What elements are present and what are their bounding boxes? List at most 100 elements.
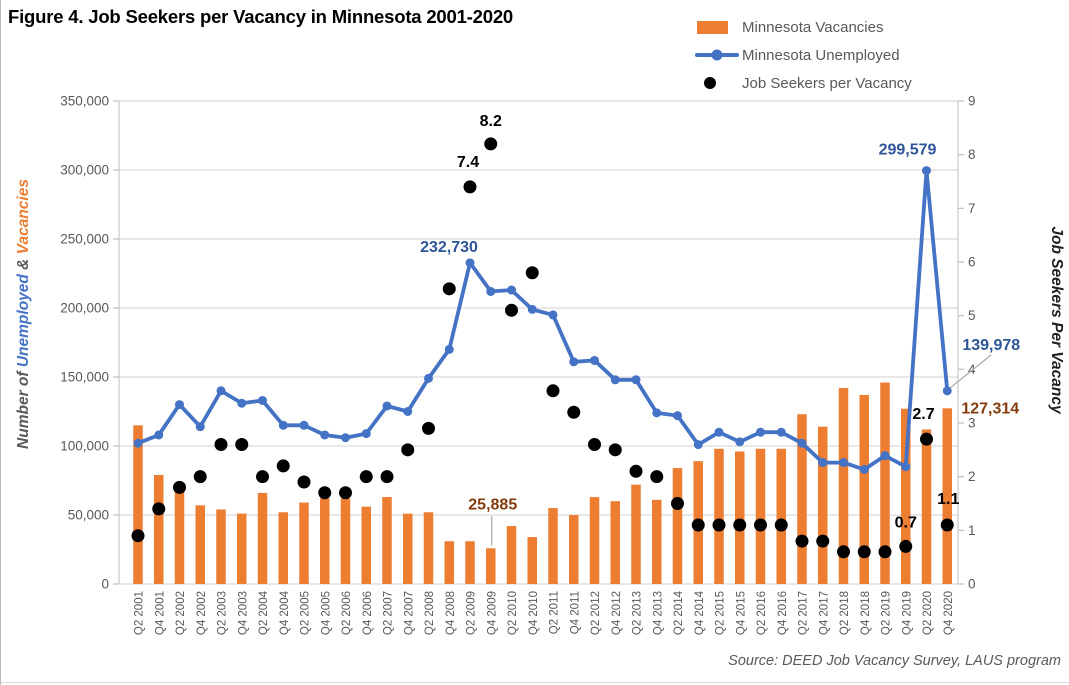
- unemployed-marker: [797, 438, 807, 448]
- unemployed-marker: [237, 398, 247, 408]
- vacancies-bar: [942, 408, 952, 584]
- unemployed-marker: [361, 429, 371, 439]
- annotation-unemp-peak-2020: 299,579: [879, 142, 937, 159]
- y-tick-label-right: 4: [968, 362, 976, 377]
- y-tick-label-right: 5: [968, 308, 976, 323]
- vacancies-swatch-icon: [697, 20, 728, 34]
- y-tick-label-right: 3: [968, 416, 976, 431]
- annotation-jspv-2009q4: 8.2: [480, 113, 502, 130]
- vacancies-bar: [340, 498, 351, 584]
- y-tick-label-left: 150,000: [60, 370, 109, 385]
- vacancies-bar: [776, 448, 786, 584]
- jspv-dot: [774, 518, 788, 532]
- x-tick-label: Q2 2008: [424, 591, 436, 635]
- unemployed-marker: [922, 166, 931, 176]
- unemployed-marker: [776, 427, 786, 437]
- jspv-dot: [214, 437, 228, 451]
- vacancies-bar: [423, 512, 434, 584]
- x-tick-label: Q4 2018: [860, 591, 872, 635]
- vacancies-bar: [444, 541, 454, 584]
- vacancies-bar: [610, 501, 620, 584]
- x-tick-label: Q4 2004: [279, 590, 291, 635]
- vacancies-bar: [465, 541, 475, 584]
- x-tick-label: Q4 2006: [362, 591, 374, 635]
- unemployed-marker: [548, 310, 558, 320]
- jspv-dot: [131, 529, 145, 543]
- unemployed-marker: [278, 420, 288, 430]
- jspv-dot: [276, 459, 290, 473]
- vacancies-bar: [361, 506, 371, 584]
- unemployed-marker: [216, 386, 226, 396]
- x-tick-label: Q4 2010: [528, 591, 540, 635]
- x-tick-label: Q4 2001: [154, 591, 166, 635]
- vacancies-bar: [901, 408, 911, 584]
- jspv-dot: [173, 480, 186, 494]
- y-tick-label-left: 250,000: [60, 232, 109, 247]
- annotation-vac-low-2009: 25,885: [468, 496, 517, 513]
- x-tick-label: Q4 2011: [569, 591, 581, 634]
- chart-title: Figure 4. Job Seekers per Vacancy in Min…: [8, 6, 513, 27]
- jspv-dot: [463, 180, 477, 194]
- jspv-dot: [193, 470, 207, 484]
- jobseekers-swatch-icon: [704, 77, 716, 89]
- x-tick-label: Q2 2002: [175, 591, 187, 635]
- left-axis-title: Number of Unemployed & Vacancies: [15, 179, 32, 449]
- vacancies-bar: [714, 448, 724, 584]
- jspv-dot: [567, 405, 581, 419]
- y-tick-label-right: 1: [968, 523, 976, 538]
- unemployed-marker: [465, 258, 475, 268]
- vacancies-bar: [320, 498, 330, 584]
- jspv-dot: [256, 470, 269, 484]
- x-tick-label: Q2 2001: [134, 591, 146, 635]
- x-tick-label: Q2 2013: [632, 591, 644, 635]
- unemployed-marker: [444, 344, 454, 354]
- x-tick-label: Q2 2016: [756, 591, 768, 635]
- vacancies-bar: [237, 513, 247, 584]
- jspv-dot: [608, 443, 622, 457]
- vacancies-bar: [154, 474, 164, 584]
- jspv-dot: [733, 518, 747, 532]
- annotation-vac-end-2020: 127,314: [961, 400, 1019, 417]
- unemployed-marker: [486, 286, 496, 296]
- vacancies-bar: [195, 505, 205, 584]
- unemployed-marker: [818, 458, 828, 468]
- unemployed-marker: [631, 375, 641, 385]
- annotation-unemp-end-2020: 139,978: [962, 337, 1020, 354]
- vacancies-bar: [589, 497, 600, 584]
- vacancies-bar: [797, 414, 807, 584]
- x-tick-label: Q4 2002: [196, 591, 208, 635]
- jspv-dot: [152, 502, 166, 516]
- source-caption: Source: DEED Job Vacancy Survey, LAUS pr…: [728, 653, 1061, 669]
- jspv-dot: [671, 497, 684, 510]
- vacancies-bar: [569, 515, 579, 584]
- x-tick-label: Q2 2014: [673, 590, 685, 635]
- unemployed-marker: [195, 422, 205, 432]
- x-tick-label: Q2 2003: [217, 591, 229, 635]
- jspv-dot: [380, 470, 394, 484]
- x-tick-label: Q4 2016: [777, 591, 789, 635]
- jspv-dot: [546, 384, 560, 398]
- unemployed-marker: [403, 407, 413, 416]
- jspv-dot: [588, 437, 601, 451]
- vacancies-bar: [133, 425, 143, 584]
- unemployed-marker: [610, 375, 620, 385]
- y-tick-label-left: 200,000: [60, 301, 109, 316]
- x-tick-label: Q2 2017: [798, 591, 810, 635]
- unemployed-marker: [341, 433, 350, 443]
- legend-label: Minnesota Unemployed: [742, 46, 900, 64]
- vacancies-bar: [548, 508, 558, 584]
- unemployed-marker: [859, 464, 869, 474]
- y-tick-label-right: 2: [968, 469, 976, 484]
- unemployed-marker: [735, 437, 745, 447]
- legend-label: Job Seekers per Vacancy: [742, 74, 912, 92]
- y-tick-label-left: 350,000: [60, 94, 109, 109]
- x-tick-label: Q4 2013: [652, 591, 664, 635]
- jspv-dot: [754, 518, 767, 532]
- jspv-dot: [691, 518, 705, 532]
- jspv-dot: [816, 534, 830, 548]
- legend-label: Minnesota Vacancies: [742, 18, 884, 36]
- vacancies-bar: [174, 484, 185, 584]
- unemployed-marker: [652, 408, 662, 418]
- annotation-jspv-2020q4: 1.1: [937, 491, 959, 508]
- y-tick-label-right: 8: [968, 147, 976, 162]
